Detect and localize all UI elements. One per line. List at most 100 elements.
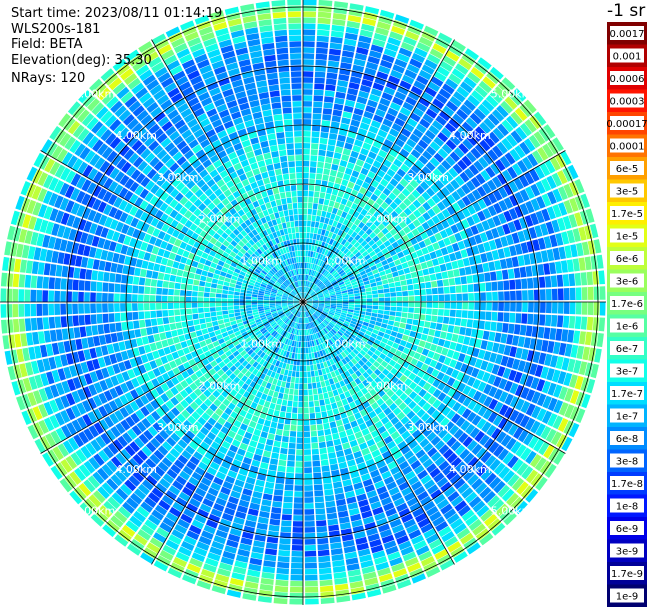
range-gate-cell xyxy=(163,233,172,242)
range-gate-cell xyxy=(400,445,411,455)
range-gate-cell xyxy=(291,83,302,89)
range-gate-cell xyxy=(384,455,395,465)
range-gate-cell xyxy=(271,397,278,404)
range-gate-cell xyxy=(480,509,494,522)
range-gate-cell xyxy=(275,579,289,587)
range-gate-cell xyxy=(318,441,326,449)
range-gate-cell xyxy=(251,299,258,302)
range-gate-cell xyxy=(286,287,292,292)
range-gate-cell xyxy=(120,448,132,461)
range-gate-cell xyxy=(110,474,123,487)
range-gate-cell xyxy=(269,90,280,98)
range-gate-cell xyxy=(476,418,487,430)
range-gate-cell xyxy=(306,353,309,360)
range-gate-cell xyxy=(283,331,288,338)
range-gate-cell xyxy=(435,521,449,532)
range-gate-cell xyxy=(96,303,102,313)
range-gate-cell xyxy=(294,137,302,143)
range-gate-cell xyxy=(102,524,117,538)
range-gate-cell xyxy=(361,565,376,575)
range-gate-cell xyxy=(346,313,353,318)
range-gate-cell xyxy=(525,488,539,503)
range-gate-cell xyxy=(303,401,309,408)
range-gate-cell xyxy=(318,567,332,575)
range-gate-cell xyxy=(434,362,443,371)
range-gate-cell xyxy=(156,317,164,325)
range-gate-cell xyxy=(387,460,398,470)
range-gate-cell xyxy=(275,199,282,206)
range-gate-cell xyxy=(184,219,193,229)
range-gate-cell xyxy=(315,339,320,346)
range-gate-cell xyxy=(211,316,218,322)
range-gate-cell xyxy=(310,161,317,168)
range-gate-cell xyxy=(425,314,432,322)
range-gate-cell xyxy=(264,309,271,313)
range-gate-cell xyxy=(156,280,163,288)
range-gate-cell xyxy=(248,331,255,337)
range-gate-cell xyxy=(70,202,81,215)
range-gate-cell xyxy=(88,494,102,508)
range-gate-cell xyxy=(333,438,342,446)
range-gate-cell xyxy=(210,311,217,317)
range-gate-cell xyxy=(203,292,210,298)
range-gate-cell xyxy=(264,265,271,272)
range-gate-cell xyxy=(228,313,235,318)
range-gate-cell xyxy=(32,331,40,345)
range-gate-cell xyxy=(207,343,215,350)
range-gate-cell xyxy=(436,477,449,488)
range-gate-cell xyxy=(333,103,344,111)
range-gate-cell xyxy=(244,234,252,242)
range-gate-cell xyxy=(220,215,228,224)
range-gate-cell xyxy=(536,408,547,422)
range-gate-cell xyxy=(350,470,360,479)
range-gate-cell xyxy=(241,360,249,367)
range-gate-cell xyxy=(251,302,258,305)
range-gate-cell xyxy=(398,508,411,518)
range-gate-cell xyxy=(280,447,288,455)
range-gate-cell xyxy=(275,303,282,305)
range-gate-cell xyxy=(166,410,176,421)
range-gate-cell xyxy=(288,448,296,455)
range-gate-cell xyxy=(96,281,103,292)
range-gate-cell xyxy=(233,376,241,384)
range-gate-cell xyxy=(97,486,110,499)
range-gate-cell xyxy=(326,333,332,339)
range-gate-cell xyxy=(109,353,118,365)
range-gate-cell xyxy=(508,323,515,334)
range-gate-cell xyxy=(350,333,357,339)
range-gate-cell xyxy=(304,317,307,324)
range-gate-cell xyxy=(244,323,251,328)
range-gate-cell xyxy=(270,308,276,311)
range-gate-cell xyxy=(252,289,259,293)
range-gate-cell xyxy=(485,311,492,321)
range-gate-cell xyxy=(561,329,569,342)
range-gate-cell xyxy=(153,466,165,477)
range-gate-cell xyxy=(306,323,309,330)
range-gate-cell xyxy=(472,500,486,513)
range-gate-cell xyxy=(394,529,407,540)
range-gate-cell xyxy=(130,338,138,348)
range-gate-cell xyxy=(213,325,220,331)
range-gate-cell xyxy=(144,311,151,319)
range-gate-cell xyxy=(179,389,189,399)
range-gate-cell xyxy=(294,298,300,301)
range-gate-cell xyxy=(18,274,26,288)
range-gate-cell xyxy=(108,283,115,293)
range-gate-cell xyxy=(322,417,329,424)
range-gate-cell xyxy=(70,173,82,187)
range-gate-cell xyxy=(308,245,312,251)
range-gate-cell xyxy=(193,342,201,350)
range-gate-cell xyxy=(432,399,442,409)
range-gate-cell xyxy=(298,401,303,408)
range-gate-cell xyxy=(205,557,219,567)
range-gate-cell xyxy=(0,272,8,287)
range-gate-cell xyxy=(131,122,143,135)
range-gate-cell xyxy=(346,563,360,571)
range-gate-cell xyxy=(253,354,260,361)
range-gate-cell xyxy=(472,390,482,402)
range-gate-cell xyxy=(31,261,39,275)
range-gate-cell xyxy=(408,372,417,381)
range-gate-cell xyxy=(265,332,271,339)
range-gate-cell xyxy=(248,281,255,286)
range-gate-cell xyxy=(304,329,307,336)
